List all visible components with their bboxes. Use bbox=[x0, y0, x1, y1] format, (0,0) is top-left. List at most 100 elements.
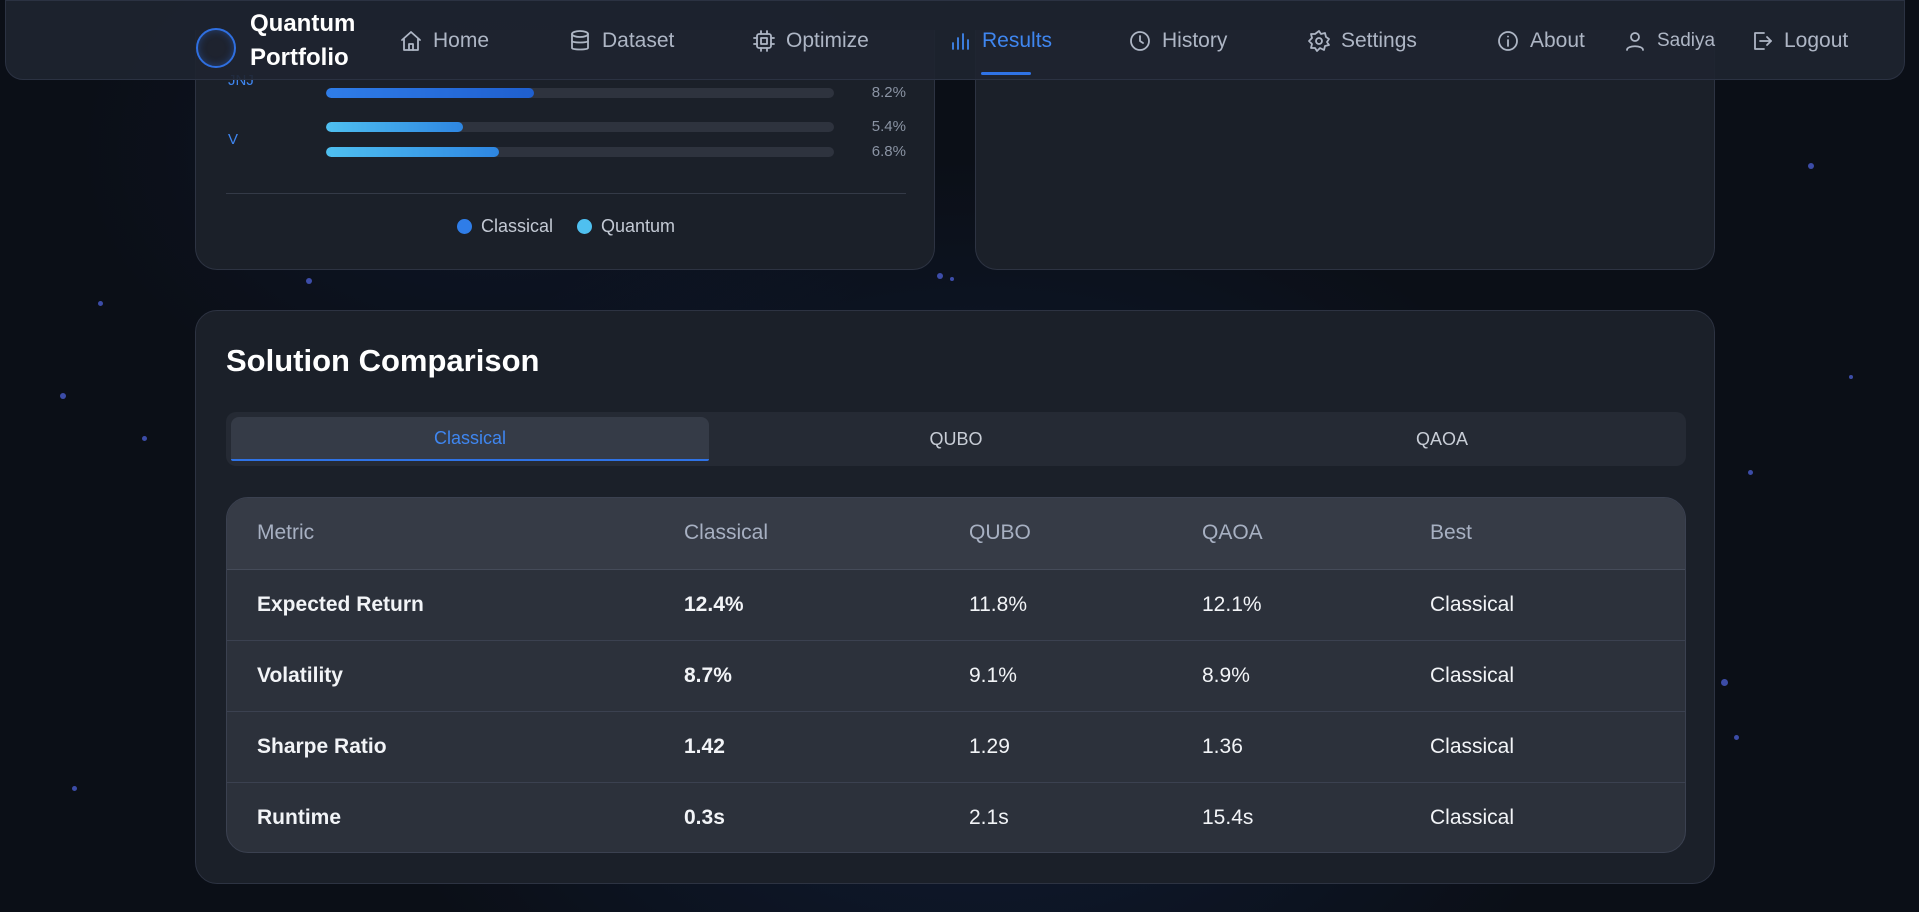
nav-history-label: History bbox=[1162, 29, 1228, 52]
allocation-bar-fill bbox=[326, 147, 499, 157]
cell-best: Classical bbox=[1400, 781, 1685, 852]
table-row: Sharpe Ratio 1.42 1.29 1.36 Classical bbox=[227, 710, 1685, 782]
particle-dot bbox=[1734, 735, 1739, 740]
tab-qubo[interactable]: QUBO bbox=[929, 428, 983, 449]
legend-item-quantum: Quantum bbox=[576, 216, 676, 237]
tab-classical[interactable]: Classical bbox=[231, 417, 709, 461]
legend-swatch-classical bbox=[456, 219, 472, 234]
brand-title-line1: Quantum bbox=[250, 10, 356, 37]
nav-logout-label: Logout bbox=[1784, 29, 1849, 52]
cell-metric: Runtime bbox=[227, 781, 654, 852]
solution-comparison-card: Solution Comparison Classical QUBO QAOA … bbox=[195, 310, 1715, 884]
nav-user-name: Sadiya bbox=[1657, 30, 1716, 51]
cell-classical: 0.3s bbox=[654, 781, 939, 852]
nav-home-label: Home bbox=[433, 29, 490, 52]
cell-qaoa: 1.36 bbox=[1172, 710, 1400, 782]
cell-metric: Expected Return bbox=[227, 568, 654, 640]
bar-chart-icon bbox=[952, 33, 969, 50]
gear-icon bbox=[1308, 30, 1330, 52]
table-row: Runtime 0.3s 2.1s 15.4s Classical bbox=[227, 781, 1685, 852]
nav-history[interactable]: History bbox=[1128, 23, 1227, 59]
nav-optimize[interactable]: Optimize bbox=[752, 23, 869, 59]
nav-optimize-label: Optimize bbox=[786, 29, 869, 52]
allocation-pct-jnj-quantum: 8.2% bbox=[871, 84, 906, 101]
nav-settings[interactable]: Settings bbox=[1307, 23, 1417, 59]
cell-qubo: 9.1% bbox=[939, 639, 1172, 711]
allocation-bar-fill bbox=[326, 122, 464, 132]
section-title: Solution Comparison bbox=[226, 343, 540, 378]
nav-user-profile[interactable]: Sadiya bbox=[1623, 23, 1715, 59]
cell-best: Classical bbox=[1400, 710, 1685, 782]
allocation-bar-jnj-quantum bbox=[326, 88, 834, 98]
solution-tabs: Classical QUBO QAOA bbox=[226, 412, 1686, 466]
allocation-bar-v-quantum bbox=[326, 147, 834, 157]
nav-settings-label: Settings bbox=[1341, 29, 1417, 52]
allocation-legend: Classical Quantum bbox=[196, 216, 936, 237]
table-header-row: Metric Classical QUBO QAOA Best bbox=[227, 498, 1685, 569]
particle-dot bbox=[1808, 163, 1814, 169]
allocation-bar-fill bbox=[326, 88, 535, 98]
tab-qaoa[interactable]: QAOA bbox=[1415, 428, 1468, 449]
particle-dot bbox=[306, 278, 312, 284]
cell-qubo: 1.29 bbox=[939, 710, 1172, 782]
table-row: Expected Return 12.4% 11.8% 12.1% Classi… bbox=[227, 568, 1685, 640]
column-header-qaoa: QAOA bbox=[1202, 521, 1263, 545]
chip-icon bbox=[753, 30, 775, 52]
nav-dataset[interactable]: Dataset bbox=[568, 23, 674, 59]
divider bbox=[226, 193, 906, 194]
comparison-table: Metric Classical QUBO QAOA Best Expected… bbox=[226, 497, 1686, 853]
logout-icon bbox=[1754, 32, 1772, 50]
brand[interactable]: Quantum Portfolio bbox=[196, 7, 355, 75]
table-row: Volatility 8.7% 9.1% 8.9% Classical bbox=[227, 639, 1685, 711]
allocation-bar-v-classical bbox=[326, 122, 834, 132]
brand-logo-icon bbox=[196, 28, 236, 68]
legend-swatch-quantum bbox=[576, 219, 592, 234]
particle-dot bbox=[1721, 679, 1728, 686]
nav-results[interactable]: Results bbox=[948, 23, 1052, 59]
cell-qubo: 11.8% bbox=[939, 568, 1172, 640]
user-icon bbox=[1626, 32, 1644, 51]
nav-results-label: Results bbox=[982, 29, 1053, 52]
legend-label-classical: Classical bbox=[480, 216, 553, 236]
top-navbar: Quantum Portfolio Home Dataset Optimize … bbox=[5, 0, 1905, 80]
column-header-metric: Metric bbox=[257, 521, 315, 545]
particle-dot bbox=[1748, 470, 1753, 475]
cell-best: Classical bbox=[1400, 639, 1685, 711]
particle-dot bbox=[98, 301, 103, 306]
column-header-best: Best bbox=[1430, 521, 1473, 545]
cell-qaoa: 8.9% bbox=[1172, 639, 1400, 711]
particle-dot bbox=[142, 436, 147, 441]
clock-icon bbox=[1130, 31, 1150, 51]
cell-qubo: 2.1s bbox=[939, 781, 1172, 852]
allocation-pct-v-quantum: 6.8% bbox=[871, 143, 906, 160]
brand-title-line2: Portfolio bbox=[250, 44, 349, 71]
particle-dot bbox=[937, 273, 943, 279]
nav-home[interactable]: Home bbox=[399, 23, 489, 59]
particle-dot bbox=[72, 786, 77, 791]
particle-dot bbox=[1849, 375, 1853, 379]
nav-about-label: About bbox=[1530, 29, 1585, 52]
database-icon bbox=[571, 30, 589, 51]
home-icon bbox=[401, 31, 421, 51]
cell-qaoa: 15.4s bbox=[1172, 781, 1400, 852]
legend-item-classical: Classical bbox=[456, 216, 553, 237]
particle-dot bbox=[950, 277, 954, 281]
legend-label-quantum: Quantum bbox=[600, 216, 676, 236]
nav-about[interactable]: About bbox=[1496, 23, 1585, 59]
brand-title: Quantum Portfolio bbox=[250, 7, 355, 75]
nav-dataset-label: Dataset bbox=[602, 29, 675, 52]
particle-dot bbox=[60, 393, 66, 399]
active-nav-indicator bbox=[981, 72, 1031, 75]
allocation-pct-v-classical: 5.4% bbox=[871, 118, 906, 135]
cell-qaoa: 12.1% bbox=[1172, 568, 1400, 640]
cell-classical: 12.4% bbox=[654, 568, 939, 640]
column-header-classical: Classical bbox=[684, 521, 769, 545]
cell-classical: 8.7% bbox=[654, 639, 939, 711]
cell-best: Classical bbox=[1400, 568, 1685, 640]
allocation-ticker-v: V bbox=[228, 131, 239, 148]
cell-metric: Sharpe Ratio bbox=[227, 710, 654, 782]
column-header-qubo: QUBO bbox=[969, 521, 1031, 545]
info-icon bbox=[1498, 31, 1518, 51]
nav-logout[interactable]: Logout bbox=[1750, 23, 1848, 59]
cell-metric: Volatility bbox=[227, 639, 654, 711]
